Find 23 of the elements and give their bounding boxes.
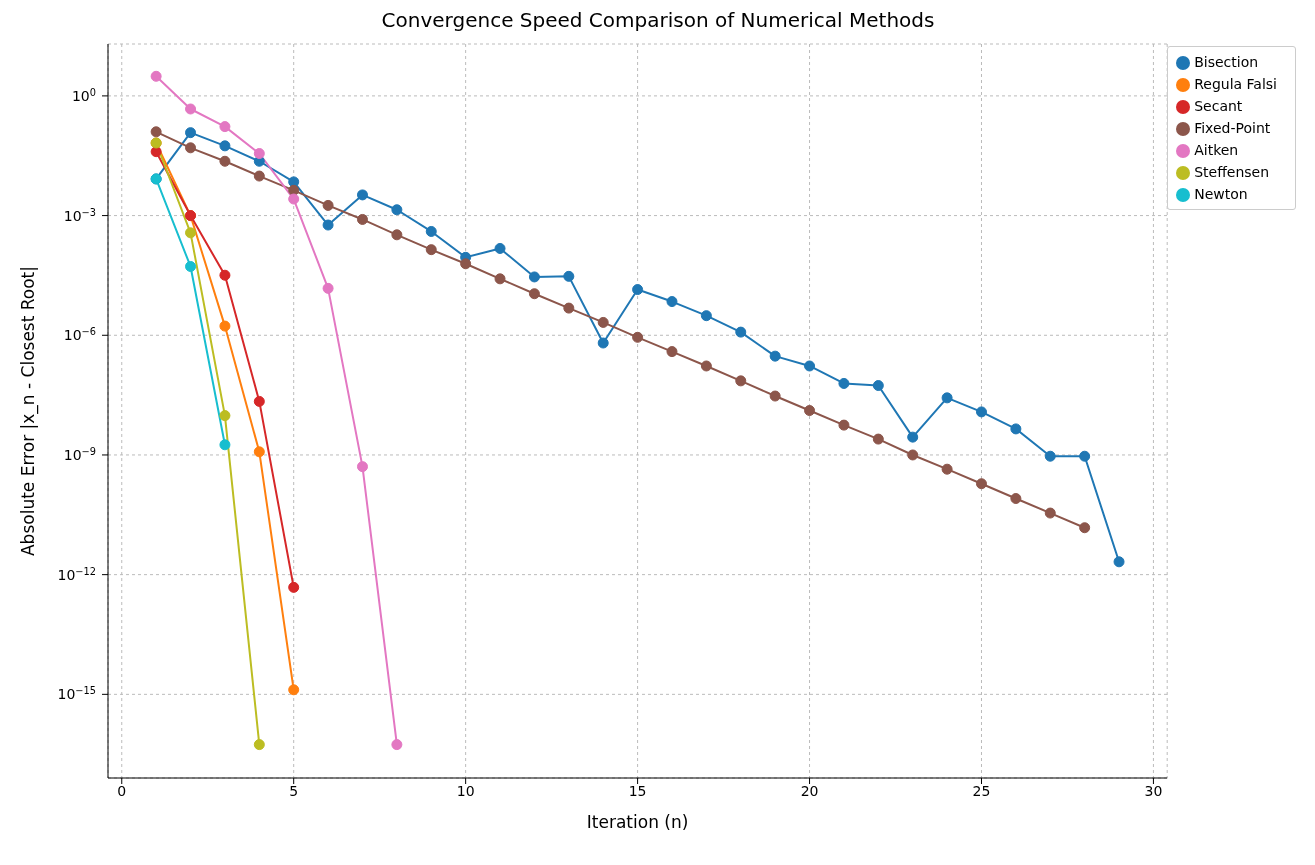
legend-label: Secant (1194, 98, 1243, 114)
y-tick-label: 10$^{−3}$ (63, 206, 96, 224)
legend-label: Newton (1194, 186, 1248, 202)
y-tick-label: 10$^{−15}$ (57, 684, 96, 703)
legend-label: Aitken (1194, 142, 1239, 158)
x-tick-label: 5 (289, 782, 299, 799)
legend-label: Fixed-Point (1194, 120, 1271, 136)
y-axis-title: Absolute Error |x_n - Closest Root| (18, 265, 40, 557)
y-tick-label: 10$^{−6}$ (63, 325, 96, 344)
x-tick-label: 20 (800, 782, 819, 799)
legend-label: Bisection (1194, 54, 1259, 70)
x-axis-title: Iteration (n) (586, 812, 689, 832)
y-tick-label: 10$^{−12}$ (57, 565, 96, 583)
x-tick-label: 10 (456, 782, 475, 799)
x-tick-label: 0 (117, 782, 127, 799)
x-tick-label: 15 (628, 782, 647, 799)
chart-title: Convergence Speed Comparison of Numerical Methods (380, 8, 936, 34)
legend-label: Steffensen (1194, 164, 1270, 180)
x-tick-label: 25 (972, 782, 991, 799)
y-tick-label: 10$^{0}$ (71, 86, 96, 104)
x-tick-label: 30 (1144, 782, 1163, 799)
y-tick-label: 10$^{−9}$ (63, 445, 96, 463)
legend-label: Regula Falsi (1194, 76, 1277, 92)
